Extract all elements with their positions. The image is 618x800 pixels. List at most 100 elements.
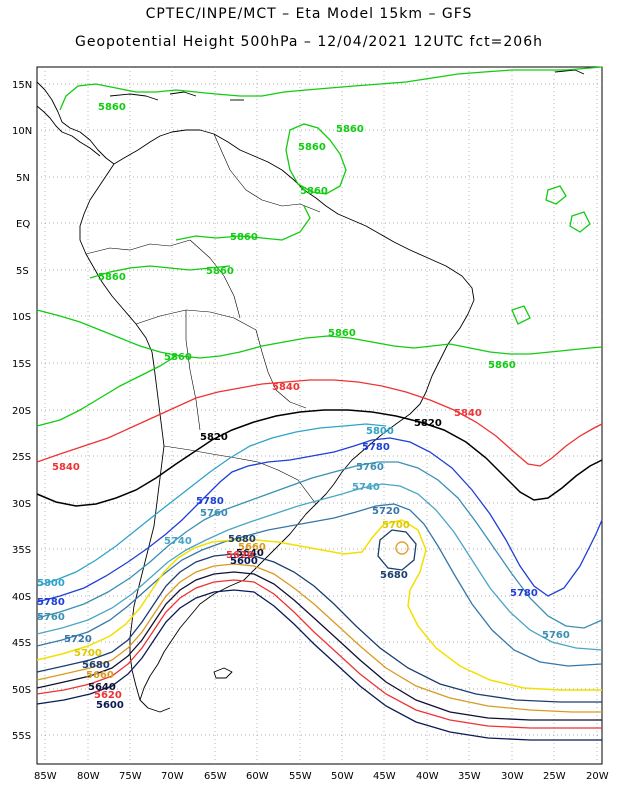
country-border (297, 479, 317, 505)
contour-5840 (36, 379, 603, 467)
contour-5800 (36, 423, 387, 587)
contour-5720 (36, 503, 603, 667)
lon-label: 80W (77, 771, 100, 782)
contour-5700 (36, 519, 602, 691)
longitude-labels: 85W 80W 75W 70W 65W 60W 55W 50W 45W 40W … (34, 771, 609, 782)
label-5780: 5780 (362, 442, 390, 453)
lat-label: 15S (12, 359, 31, 370)
contour-5860-closed (285, 123, 347, 195)
country-border (163, 445, 299, 481)
lon-label: 50W (331, 771, 354, 782)
contour-5860-line (36, 309, 603, 359)
country-border (185, 310, 201, 431)
central-america-pacific-coast (36, 105, 101, 157)
lon-label: 20W (586, 771, 609, 782)
country-border (213, 133, 321, 213)
label-5860: 5860 (98, 272, 126, 283)
contour-5620 (36, 579, 602, 729)
contour-5680-closed (377, 529, 417, 571)
label-5760: 5760 (37, 612, 65, 623)
lat-label: 5N (16, 173, 30, 184)
label-5800: 5800 (366, 426, 394, 437)
label-5760: 5760 (542, 630, 570, 641)
label-5860: 5860 (336, 124, 364, 135)
caribbean-island (109, 93, 159, 101)
label-5860: 5860 (298, 142, 326, 153)
contour-5860-line (36, 355, 177, 427)
falkland-islands (213, 667, 233, 679)
contour-5820 (36, 409, 603, 507)
map-frame (36, 66, 603, 765)
label-5760: 5760 (356, 462, 384, 473)
label-5680: 5680 (380, 570, 408, 581)
label-5860: 5860 (98, 102, 126, 113)
country-border (135, 309, 257, 331)
lon-label: 70W (161, 771, 184, 782)
lat-label: EQ (16, 219, 30, 230)
contour-5760 (36, 461, 603, 629)
lat-label: 10N (12, 126, 32, 137)
label-5620: 5620 (226, 550, 254, 561)
contour-5640 (36, 571, 602, 721)
label-5720: 5720 (64, 634, 92, 645)
contour-5860-line (59, 66, 603, 111)
label-5660: 5660 (86, 670, 114, 681)
central-america-coast (36, 81, 115, 165)
label-5860: 5860 (230, 232, 258, 243)
contour-5680 (36, 553, 602, 703)
contour-5860-closed (545, 185, 567, 205)
contour-5880-closed (395, 541, 409, 555)
lon-label: 40W (416, 771, 439, 782)
lat-label: 15N (12, 80, 32, 91)
caribbean-island (169, 91, 197, 97)
label-5640: 5640 (88, 682, 116, 693)
lon-label: 85W (34, 771, 57, 782)
latitude-labels: 15N 10N 5N EQ 5S 10S 15S 20S 25S 30S 35S… (12, 80, 32, 742)
lat-label: 45S (12, 638, 31, 649)
label-5660: 5660 (238, 542, 266, 553)
contour-5860-closed (569, 211, 591, 233)
graticule (37, 67, 602, 764)
label-5600: 5600 (230, 556, 258, 567)
label-5600: 5600 (96, 700, 124, 711)
label-5820: 5820 (200, 432, 228, 443)
label-5860: 5860 (164, 352, 192, 363)
map-title-line1: CPTEC/INPE/MCT – Eta Model 15km – GFS (145, 6, 473, 22)
lon-label: 45W (373, 771, 396, 782)
contour-5860-line (89, 265, 231, 279)
lat-label: 20S (12, 406, 31, 417)
label-5740: 5740 (352, 482, 380, 493)
contour-5600 (36, 589, 602, 741)
contour-5780 (36, 437, 603, 603)
label-5760: 5760 (200, 508, 228, 519)
lat-label: 10S (12, 312, 31, 323)
label-5820: 5820 (414, 418, 442, 429)
label-5800: 5800 (37, 578, 65, 589)
lon-label: 35W (458, 771, 481, 782)
lat-label: 5S (16, 266, 29, 277)
label-5840: 5840 (272, 382, 300, 393)
label-5780: 5780 (37, 597, 65, 608)
south-america-atlantic-coast (113, 129, 475, 713)
label-5700: 5700 (74, 648, 102, 659)
label-5780: 5780 (196, 496, 224, 507)
contour-5860-line (175, 205, 311, 241)
contour-5860-closed (511, 305, 531, 325)
label-5700: 5700 (382, 520, 410, 531)
label-5860: 5860 (488, 360, 516, 371)
lat-label: 30S (12, 499, 31, 510)
lat-label: 25S (12, 452, 31, 463)
island-ne (554, 69, 585, 75)
label-5860: 5860 (300, 186, 328, 197)
label-5740: 5740 (164, 536, 192, 547)
label-5680: 5680 (228, 534, 256, 545)
lon-label: 30W (501, 771, 524, 782)
label-5840: 5840 (52, 462, 80, 473)
lat-label: 55S (12, 731, 31, 742)
lon-label: 55W (289, 771, 312, 782)
contour-5660 (36, 563, 602, 713)
country-border (85, 239, 191, 255)
lat-label: 50S (12, 685, 31, 696)
label-5620: 5620 (94, 690, 122, 701)
lon-label: 25W (543, 771, 566, 782)
